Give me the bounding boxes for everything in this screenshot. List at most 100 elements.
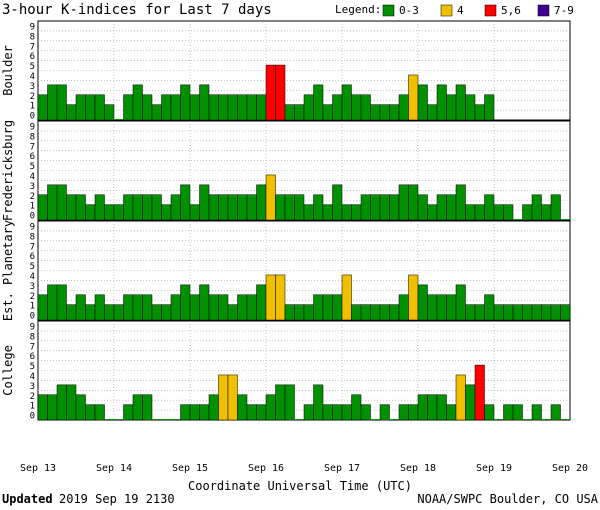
y-tick-label: 2 <box>30 92 35 102</box>
k-bar <box>85 404 96 421</box>
x-tick-label: Sep 18 <box>400 463 436 474</box>
k-bar <box>294 304 305 321</box>
k-bar <box>484 294 495 321</box>
y-tick-label: 4 <box>30 372 35 382</box>
k-bar <box>189 204 200 221</box>
k-bar <box>313 194 324 221</box>
legend-item-label-2: 5,6 <box>501 4 521 17</box>
k-bar <box>265 174 276 221</box>
k-bar <box>360 94 371 121</box>
y-tick-label: 7 <box>30 142 35 152</box>
k-bar <box>446 294 457 321</box>
k-bar <box>455 284 466 321</box>
y-tick-label: 7 <box>30 242 35 252</box>
k-bar <box>303 204 314 221</box>
legend-item-label-3: 7-9 <box>554 4 574 17</box>
k-bar <box>218 294 229 321</box>
k-bar <box>332 294 343 321</box>
x-tick-label: Sep 17 <box>324 463 360 474</box>
k-bar <box>256 284 267 321</box>
updated-label: Updated <box>2 492 53 506</box>
legend-swatch-2 <box>484 4 497 17</box>
y-tick-label: 8 <box>30 132 35 142</box>
k-bar <box>360 404 371 421</box>
k-bar <box>427 394 438 421</box>
k-bar <box>66 104 77 121</box>
k-bar <box>531 404 542 421</box>
k-bar <box>474 304 485 321</box>
k-bar <box>465 384 476 421</box>
y-tick-label: 4 <box>30 272 35 282</box>
y-tick-label: 5 <box>30 162 35 172</box>
k-bar <box>170 194 181 221</box>
k-bar <box>66 304 77 321</box>
y-tick-label: 3 <box>30 182 35 192</box>
k-bar <box>493 304 504 321</box>
k-bar <box>123 194 134 221</box>
k-bar <box>370 194 381 221</box>
k-bar <box>189 94 200 121</box>
legend-item-label-0: 0-3 <box>399 4 419 17</box>
k-bar <box>199 284 210 321</box>
x-tick-label: Sep 20 <box>552 463 588 474</box>
k-bar <box>246 404 257 421</box>
k-bar <box>503 404 514 421</box>
y-tick-label: 9 <box>30 322 35 332</box>
k-bar <box>484 194 495 221</box>
k-bar <box>303 304 314 321</box>
k-bar <box>123 294 134 321</box>
k-bar <box>189 294 200 321</box>
k-bar <box>474 104 485 121</box>
k-bar <box>417 284 428 321</box>
k-bar <box>427 104 438 121</box>
k-bar <box>199 184 210 221</box>
y-tick-label: 6 <box>30 52 35 62</box>
k-bar <box>75 194 86 221</box>
k-bar <box>484 94 495 121</box>
k-bar <box>237 94 248 121</box>
k-bar <box>512 404 523 421</box>
k-bar <box>303 94 314 121</box>
k-bar <box>56 184 67 221</box>
y-tick-label: 3 <box>30 82 35 92</box>
k-bar <box>94 94 105 121</box>
k-bar <box>227 94 238 121</box>
k-bar <box>208 294 219 321</box>
k-bar <box>503 304 514 321</box>
k-bar <box>379 404 390 421</box>
k-bar <box>332 404 343 421</box>
k-bar <box>208 94 219 121</box>
legend-item-label-1: 4 <box>457 4 464 17</box>
k-bar <box>560 304 571 321</box>
k-bar <box>436 394 447 421</box>
k-bar <box>37 394 48 421</box>
k-bar <box>37 94 48 121</box>
k-bar <box>227 374 238 421</box>
k-bar <box>322 294 333 321</box>
k-bar <box>256 94 267 121</box>
k-bar <box>550 194 561 221</box>
k-bar <box>227 304 238 321</box>
k-bar <box>370 304 381 321</box>
k-bar <box>218 374 229 421</box>
y-tick-label: 0 <box>30 112 35 122</box>
k-bar <box>474 364 485 421</box>
y-tick-label: 8 <box>30 32 35 42</box>
y-tick-label: 8 <box>30 232 35 242</box>
k-bar <box>341 84 352 121</box>
y-tick-label: 6 <box>30 252 35 262</box>
x-tick-label: Sep 13 <box>20 463 56 474</box>
k-bar <box>351 304 362 321</box>
y-tick-label: 5 <box>30 362 35 372</box>
y-tick-label: 9 <box>30 222 35 232</box>
y-tick-label: 0 <box>30 312 35 322</box>
k-bar <box>284 104 295 121</box>
credit-text: NOAA/SWPC Boulder, CO USA <box>417 492 598 506</box>
k-bar <box>284 304 295 321</box>
k-bar <box>161 304 172 321</box>
k-bar <box>85 94 96 121</box>
y-tick-label: 2 <box>30 192 35 202</box>
k-bar <box>341 274 352 321</box>
k-bar <box>351 394 362 421</box>
